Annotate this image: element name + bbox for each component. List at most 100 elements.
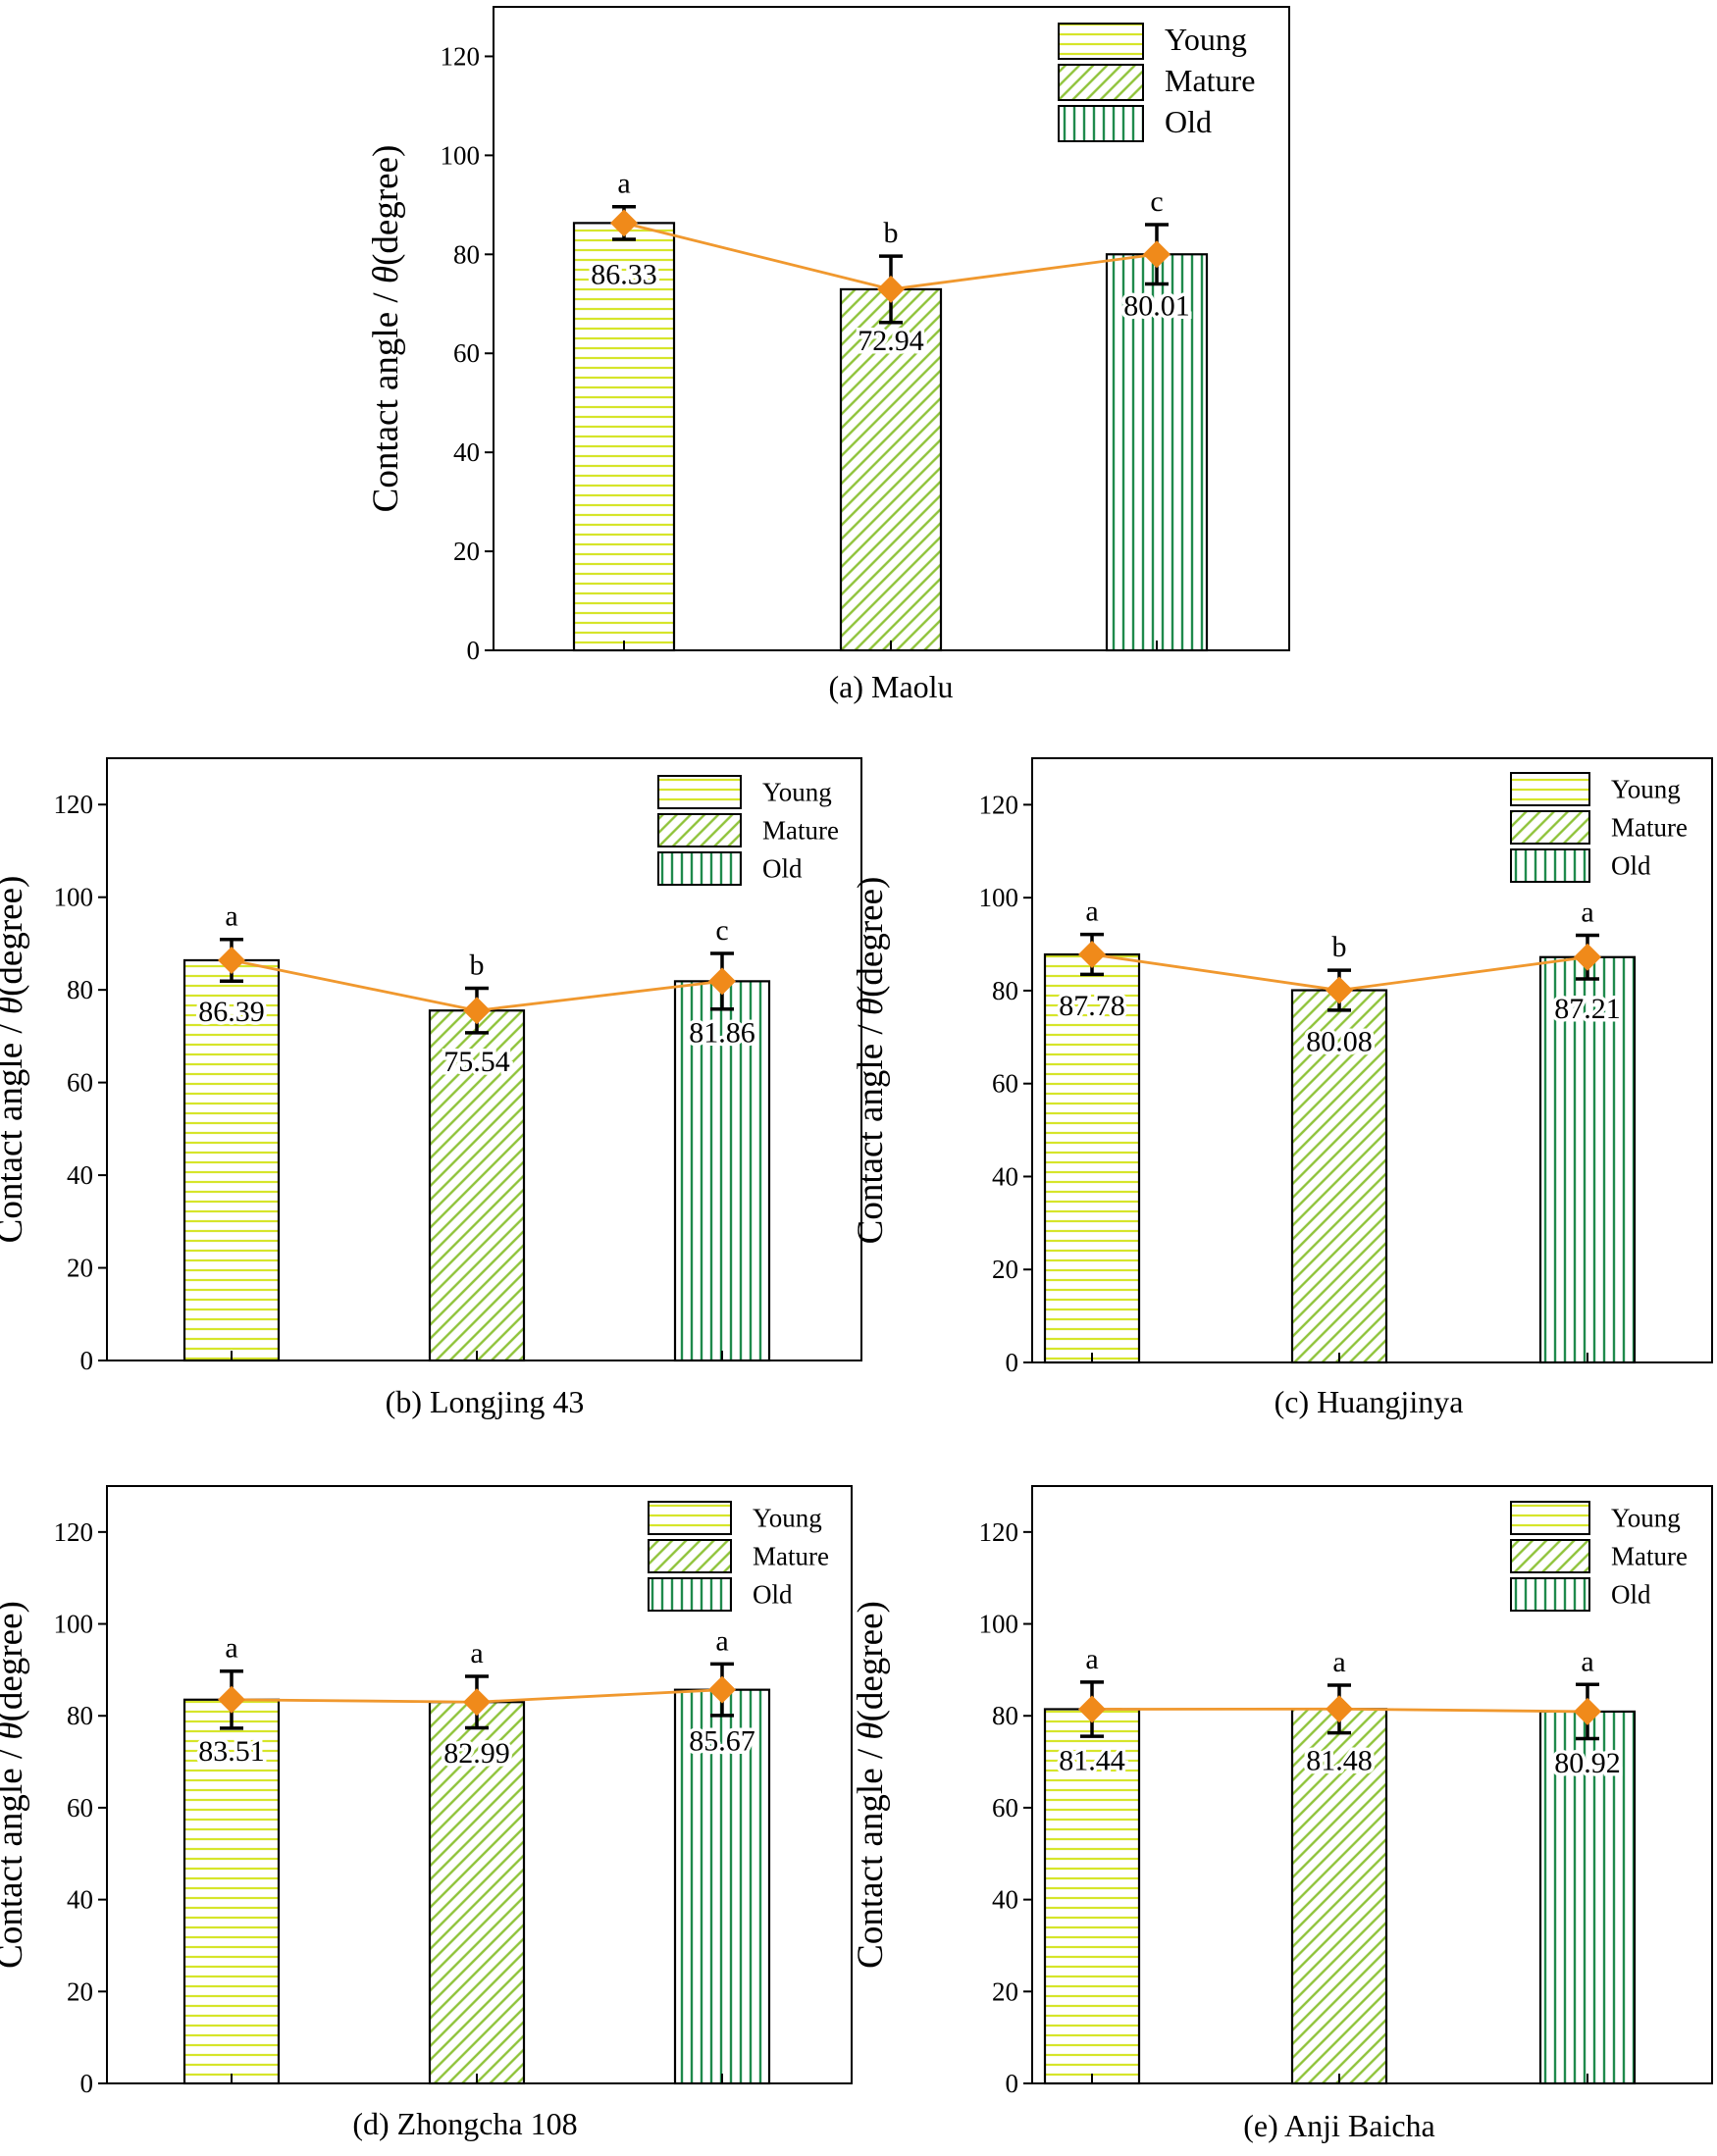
y-tick-label: 20: [67, 1254, 93, 1283]
legend-swatch-young: [1058, 23, 1144, 60]
legend-swatch-mature: [1510, 810, 1590, 845]
mean-marker: [218, 1685, 245, 1714]
mean-marker: [877, 275, 905, 303]
mean-marker: [1326, 976, 1353, 1004]
y-tick-label: 60: [67, 1068, 93, 1098]
y-tick-label: 0: [467, 636, 481, 665]
y-tick-label: 60: [67, 1793, 93, 1822]
legend-swatch-mature: [648, 1539, 732, 1573]
y-tick-label: 60: [992, 1069, 1018, 1099]
significance-letter: a: [1581, 896, 1593, 928]
y-tick-label: 0: [80, 2069, 94, 2098]
legend-label: Mature: [1165, 63, 1255, 98]
legend-swatch-young: [1510, 772, 1590, 806]
y-axis-label-prefix: Contact angle /: [851, 1015, 891, 1244]
legend-label: Mature: [762, 816, 839, 846]
significance-letter: b: [470, 950, 485, 982]
significance-letter: a: [1085, 1643, 1098, 1675]
y-axis-label: Contact angle / θ(degree): [0, 876, 30, 1244]
y-tick-label: 60: [992, 1793, 1018, 1822]
y-tick-label: 80: [992, 976, 1018, 1005]
significance-letter: a: [1085, 896, 1098, 928]
mean-marker: [1143, 240, 1171, 269]
bar-value-label: 80.01: [1123, 289, 1190, 322]
y-tick-label: 40: [992, 1885, 1018, 1915]
mean-marker: [463, 997, 491, 1025]
bar-value-label: 83.51: [198, 1735, 265, 1768]
legend-label: Old: [753, 1580, 793, 1610]
bar-value-label: 81.48: [1306, 1744, 1373, 1776]
y-tick-label: 120: [979, 790, 1019, 819]
chart-panel: 0 20 40 60 80 100 120 Contact angle / θ(degree)…: [851, 757, 1713, 1419]
y-axis-label-unit: (degree): [851, 1601, 891, 1721]
y-tick-label: 0: [1006, 2069, 1019, 2098]
mean-marker: [1078, 941, 1106, 969]
legend-swatch-young: [648, 1501, 732, 1535]
y-tick-label: 20: [453, 537, 480, 566]
y-axis-label-prefix: Contact angle /: [0, 1740, 30, 1969]
y-axis-label-theta: θ: [0, 997, 30, 1014]
significance-letter: a: [1581, 1645, 1593, 1677]
y-tick-label: 80: [453, 239, 480, 269]
bar-value-label: 87.21: [1554, 993, 1621, 1025]
y-tick-label: 80: [67, 975, 93, 1004]
y-tick-label: 40: [992, 1161, 1018, 1191]
legend-swatch-old: [1510, 848, 1590, 883]
y-tick-label: 80: [992, 1701, 1018, 1730]
y-axis-label-unit: (degree): [0, 1601, 30, 1721]
y-tick-label: 100: [979, 1610, 1019, 1639]
y-tick-label: 40: [67, 1160, 93, 1190]
y-axis-label: Contact angle / θ(degree): [0, 1601, 30, 1969]
chart-panel: 0 20 40 60 80 100 120 Contact angle / θ(degree)…: [0, 757, 862, 1419]
significance-letter: a: [715, 1624, 728, 1657]
legend-swatch-young: [1510, 1501, 1590, 1535]
legend-label: Young: [762, 778, 832, 807]
y-tick-label: 120: [54, 790, 94, 819]
y-axis-label: Contact angle / θ(degree): [851, 1601, 891, 1969]
bar-mature: [1290, 989, 1388, 1364]
y-axis-label-unit: (degree): [0, 876, 30, 997]
bar-old: [673, 980, 771, 1362]
legend-swatch-old: [648, 1577, 732, 1612]
bar-young: [1043, 1708, 1141, 2085]
y-axis-label-theta: θ: [0, 1721, 30, 1739]
bar-value-label: 75.54: [443, 1046, 510, 1078]
panel-caption: (c) Huangjinya: [1275, 1384, 1464, 1419]
mean-marker: [708, 967, 736, 996]
legend-label: Old: [1611, 851, 1651, 881]
y-axis-label-unit: (degree): [366, 145, 406, 266]
legend-swatch-old: [1510, 1577, 1590, 1612]
y-axis-label-prefix: Contact angle /: [366, 283, 406, 512]
legend-swatch-young: [657, 775, 742, 809]
panel-caption: (b) Longjing 43: [386, 1384, 585, 1419]
y-tick-label: 60: [453, 338, 480, 368]
significance-letter: a: [225, 1632, 237, 1665]
significance-letter: c: [1150, 185, 1163, 218]
y-tick-label: 120: [54, 1517, 94, 1547]
mean-marker: [463, 1688, 491, 1717]
y-tick-label: 0: [1006, 1348, 1019, 1377]
y-axis-label-theta: θ: [851, 998, 891, 1015]
bar-old: [1538, 955, 1637, 1364]
legend-label: Young: [1611, 775, 1681, 804]
y-tick-label: 100: [979, 883, 1019, 912]
legend-label: Young: [753, 1504, 822, 1533]
mean-marker: [1326, 1695, 1353, 1723]
significance-letter: a: [1332, 1646, 1345, 1678]
bar-value-label: 86.39: [198, 996, 265, 1028]
significance-letter: b: [884, 217, 899, 249]
bar-value-label: 85.67: [689, 1725, 755, 1758]
y-tick-label: 40: [453, 437, 480, 467]
legend-label: Old: [1165, 104, 1212, 139]
legend-label: Young: [1611, 1504, 1681, 1533]
bar-young: [182, 1698, 281, 2085]
y-tick-label: 100: [441, 140, 481, 170]
y-tick-label: 100: [54, 1610, 94, 1639]
y-axis-label: Contact angle / θ(degree): [366, 145, 406, 513]
bar-value-label: 80.92: [1554, 1747, 1621, 1779]
mean-marker: [1574, 943, 1601, 971]
mean-marker: [218, 946, 245, 974]
panel-caption: (e) Anji Baicha: [1243, 2108, 1434, 2143]
legend-label: Old: [1611, 1580, 1651, 1610]
